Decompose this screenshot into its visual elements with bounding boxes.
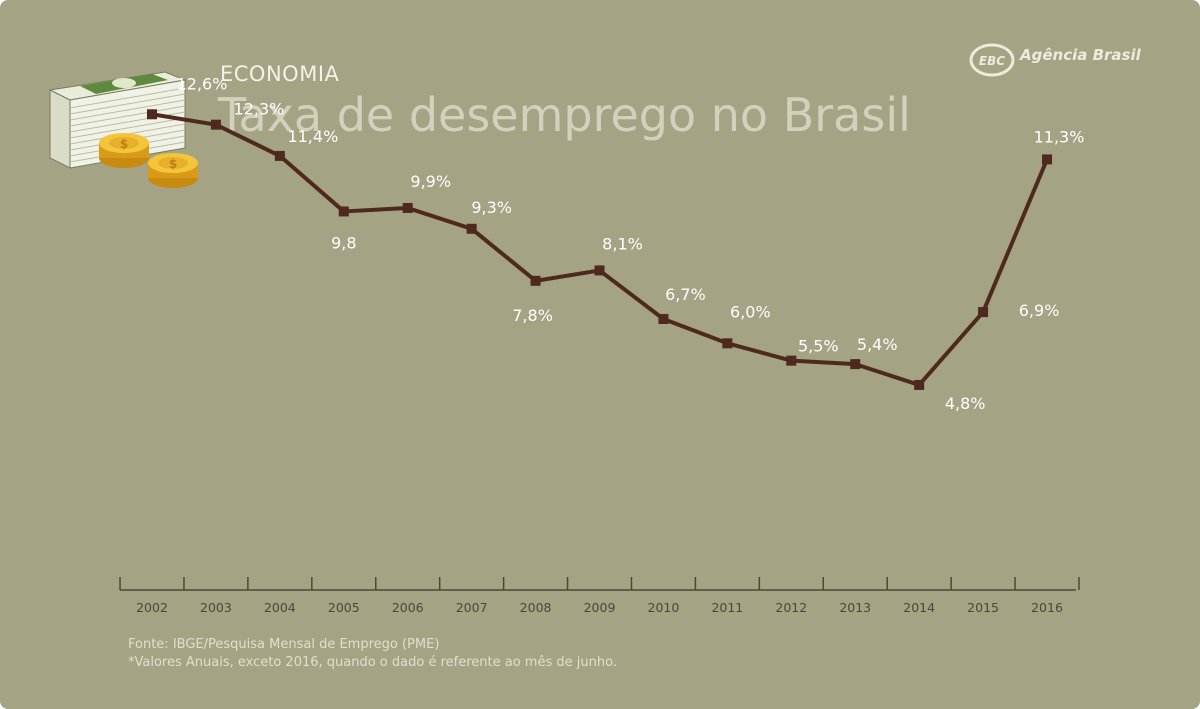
data-label: 11,4% [287, 127, 338, 146]
logo-text: Agência Brasil [1020, 46, 1141, 64]
data-point [850, 359, 861, 370]
x-tick-label: 2015 [967, 600, 999, 615]
data-labels: 12,6% 12,3%11,4% 9,8 9,9% 9,3% 7,8% 8,1% 6,7% 6,… [177, 74, 1085, 413]
x-tick-label: 2013 [839, 600, 871, 615]
category-label: ECONOMIA [220, 62, 340, 86]
data-label: 12,3% [234, 100, 285, 119]
data-point [914, 379, 925, 390]
x-tick-label: 2003 [200, 600, 232, 615]
data-point [978, 307, 989, 318]
x-tick-label: 2005 [328, 600, 360, 615]
x-tick-label: 2012 [775, 600, 807, 615]
source-note: Fonte: IBGE/Pesquisa Mensal de Emprego (… [128, 637, 440, 652]
data-label: 12,6% [177, 74, 228, 93]
x-tick-label: 2011 [711, 600, 743, 615]
data-point [530, 275, 541, 286]
data-point [722, 338, 733, 349]
data-label: 8,1% [602, 234, 643, 253]
x-tick-label: 2008 [520, 600, 552, 615]
data-point [786, 355, 797, 366]
data-label: 5,4% [857, 335, 898, 354]
data-label: 7,8% [512, 306, 553, 325]
logo-badge: EBC [979, 54, 1005, 68]
data-label: 6,7% [665, 285, 706, 304]
data-label: 9,9% [410, 172, 451, 191]
x-tick-label: 2007 [456, 600, 488, 615]
x-tick-label: 2002 [136, 600, 168, 615]
data-point [402, 202, 413, 213]
data-label: 4,8% [945, 394, 986, 413]
footnote: *Valores Anuais, exceto 2016, quando o d… [128, 655, 617, 670]
svg-text:$: $ [169, 157, 177, 171]
agencia-brasil-logo: EBC [969, 43, 1015, 77]
x-tick-label: 2014 [903, 600, 935, 615]
data-label: 9,3% [471, 198, 512, 217]
series-line [151, 112, 1049, 387]
data-point [338, 206, 349, 217]
data-label: 6,0% [730, 302, 771, 321]
x-tick-label: 2016 [1031, 600, 1063, 615]
x-tick-label: 2010 [648, 600, 680, 615]
footer: Fonte: IBGE/Pesquisa Mensal de Emprego (… [128, 636, 617, 672]
data-label: 11,3% [1034, 127, 1085, 146]
data-point [147, 109, 157, 120]
svg-text:$: $ [120, 137, 128, 151]
data-point [466, 223, 477, 234]
x-axis: 2002 2003 2004 2005 2006 2007 2008 2009 2010 2011… [119, 577, 1080, 615]
x-tick-label: 2004 [264, 600, 296, 615]
data-label: 5,5% [798, 337, 839, 356]
data-point [594, 265, 605, 276]
series-layer [147, 109, 1053, 390]
data-point [210, 119, 221, 130]
x-tick-label: 2009 [584, 600, 616, 615]
data-point [274, 150, 285, 161]
chart-title: Taxa de desemprego no Brasil [218, 88, 911, 142]
data-label: 6,9% [1019, 301, 1060, 320]
data-point [658, 314, 669, 325]
x-tick-label: 2006 [392, 600, 424, 615]
money-stack-icon: $ $ [48, 71, 198, 188]
data-label: 9,8 [331, 233, 356, 252]
data-point [1042, 154, 1053, 165]
